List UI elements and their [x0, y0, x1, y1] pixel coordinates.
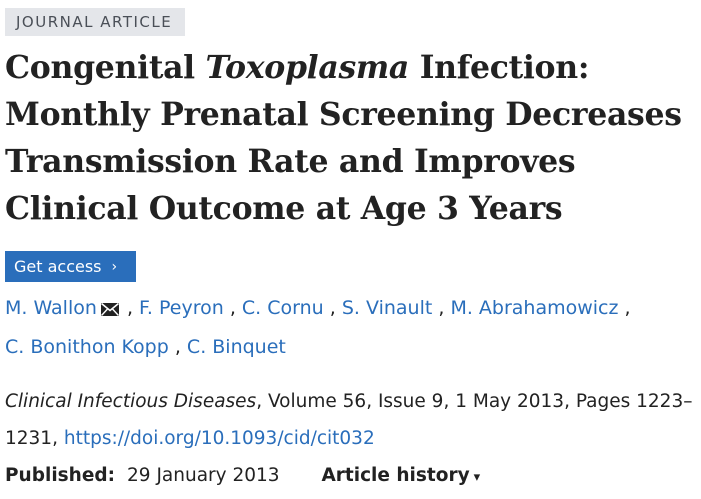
- author-separator: ,: [618, 297, 631, 319]
- author-link[interactable]: S. Vinault: [341, 297, 433, 319]
- journal-name[interactable]: Clinical Infectious Diseases: [5, 391, 257, 412]
- author-separator: ,: [168, 336, 187, 358]
- get-access-button[interactable]: Get access ›: [5, 251, 136, 282]
- doi-link[interactable]: https://doi.org/10.1093/cid/cit032: [63, 428, 375, 449]
- author-link[interactable]: C. Binquet: [186, 336, 286, 358]
- title-part2: Infection: Monthly Prenatal Screening De…: [5, 49, 682, 227]
- article-history-label: Article history: [321, 465, 470, 486]
- author-separator: ,: [120, 297, 140, 319]
- citation-details: , Volume 56, Issue 9, 1 May 2013, Pages …: [5, 391, 693, 449]
- article-history-toggle[interactable]: Article history ▾: [321, 465, 480, 486]
- author-link[interactable]: C. Bonithon Kopp: [5, 336, 169, 358]
- title-italic: Toxoplasma: [205, 49, 410, 86]
- get-access-label: Get access: [14, 257, 102, 276]
- published-label: Published:: [5, 465, 116, 486]
- author-separator: ,: [323, 297, 342, 319]
- title-part1: Congenital: [5, 49, 206, 86]
- citation: Clinical Infectious Diseases, Volume 56,…: [5, 383, 700, 457]
- author-list: M. Wallon , F. Peyron , C. Cornu , S. Vi…: [5, 290, 700, 366]
- chevron-right-icon: ›: [111, 258, 118, 275]
- author-link[interactable]: C. Cornu: [241, 297, 324, 319]
- published-date: 29 January 2013: [127, 465, 280, 486]
- envelope-icon[interactable]: [100, 292, 119, 329]
- author-separator: ,: [432, 297, 451, 319]
- article-title: Congenital Toxoplasma Infection: Monthly…: [5, 44, 700, 232]
- publication-info: Published: 29 January 2013 Article histor…: [5, 459, 700, 495]
- article-type-badge: JOURNAL ARTICLE: [5, 8, 186, 36]
- triangle-down-icon: ▾: [473, 470, 481, 485]
- author-separator: ,: [223, 297, 242, 319]
- author-link[interactable]: F. Peyron: [139, 297, 224, 319]
- author-link[interactable]: M. Wallon: [5, 297, 97, 319]
- author-link[interactable]: M. Abrahamowicz: [450, 297, 619, 319]
